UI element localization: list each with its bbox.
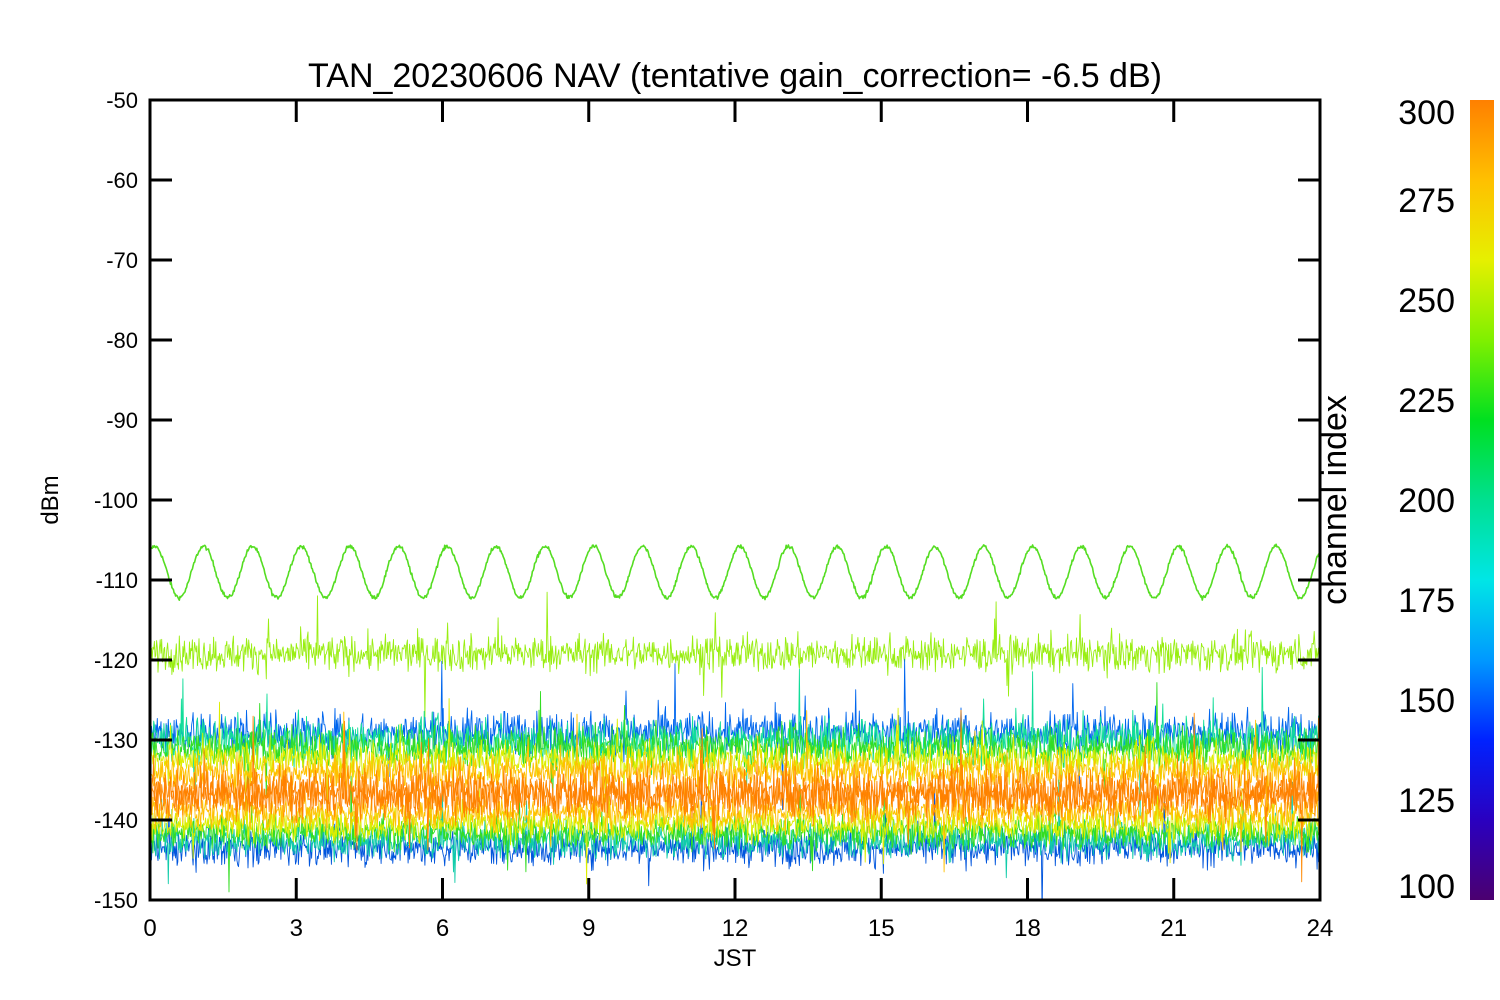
colorbar-tick-label: 150 xyxy=(1398,682,1455,720)
x-tick-label: 21 xyxy=(1160,915,1187,942)
y-tick-label: -130 xyxy=(94,728,138,753)
colorbar-tick-label: 125 xyxy=(1398,782,1455,820)
chart-title: TAN_20230606 NAV (tentative gain_correct… xyxy=(308,57,1162,95)
colorbar-tick-label: 300 xyxy=(1398,94,1455,132)
series-layer xyxy=(150,543,1320,900)
colorbar-tick-label: 225 xyxy=(1398,382,1455,420)
x-axis: 0 3 6 9 12 15 18 21 24 xyxy=(143,100,1333,942)
series-line-13 xyxy=(150,715,1320,851)
y-tick-label: -50 xyxy=(106,88,138,113)
y-tick-label: -90 xyxy=(106,408,138,433)
series-line-12 xyxy=(150,709,1320,883)
y-tick-label: -70 xyxy=(106,248,138,273)
x-tick-label: 15 xyxy=(868,915,895,942)
y-tick-label: -150 xyxy=(94,888,138,913)
y-tick-label: -140 xyxy=(94,808,138,833)
series-line-1 xyxy=(150,591,1320,720)
series-line-10 xyxy=(150,767,1320,885)
x-tick-label: 24 xyxy=(1307,915,1334,942)
y-tick-label: -120 xyxy=(94,648,138,673)
colorbar-tick-label: 275 xyxy=(1398,182,1455,220)
y-tick-label: -80 xyxy=(106,328,138,353)
colorbar-tick-label: 100 xyxy=(1398,868,1455,906)
x-axis-label: JST xyxy=(714,945,757,972)
y-axis: -50 -60 -70 -80 -90 -100 -110 -120 -130 -140 -150 xyxy=(94,88,1320,913)
colorbar-ticks: 300 275 250 225 200 175 150 125 100 xyxy=(1398,94,1455,906)
y-tick-label: -110 xyxy=(96,568,138,593)
x-tick-label: 18 xyxy=(1014,915,1041,942)
x-tick-label: 0 xyxy=(143,915,156,942)
y-tick-label: -100 xyxy=(94,488,138,513)
x-tick-label: 3 xyxy=(290,915,303,942)
x-tick-label: 12 xyxy=(722,915,749,942)
colorbar-tick-label: 175 xyxy=(1398,582,1455,620)
colorbar-label: channel index xyxy=(1316,395,1354,605)
x-tick-label: 6 xyxy=(436,915,449,942)
x-tick-label: 9 xyxy=(582,915,595,942)
colorbar-tick-label: 250 xyxy=(1398,282,1455,320)
series-line-0 xyxy=(150,543,1320,602)
colorbar xyxy=(1470,100,1494,900)
colorbar-tick-label: 200 xyxy=(1398,482,1455,520)
y-tick-label: -60 xyxy=(106,168,138,193)
y-axis-label: dBm xyxy=(37,475,64,524)
